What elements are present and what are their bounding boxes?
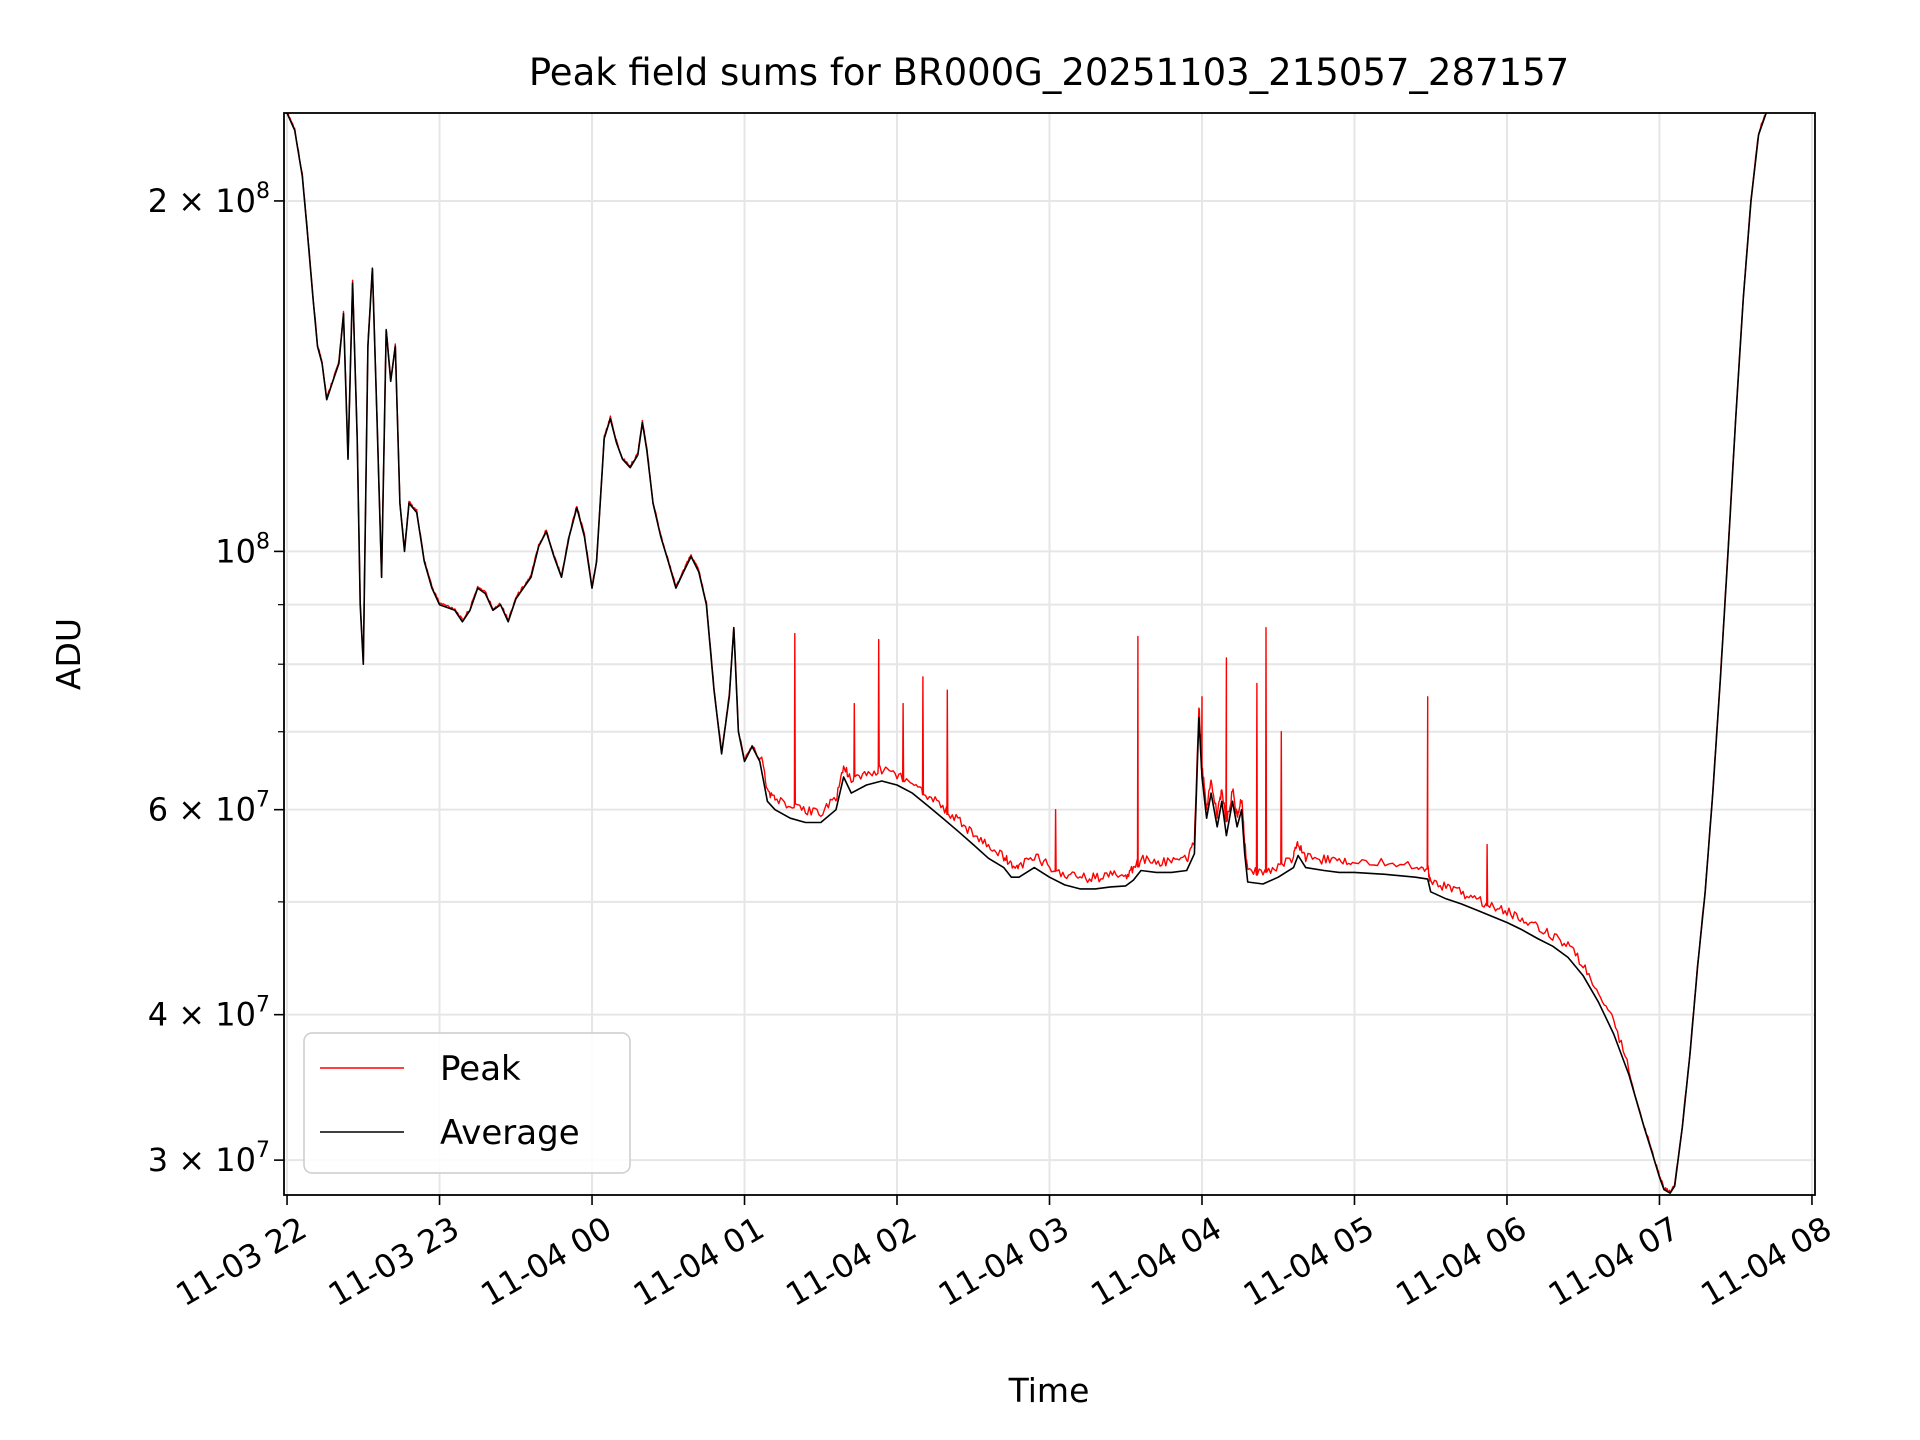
y-axis-ticks: 3 × 107 4 × 107 6 × 107 108 2 × 108 bbox=[148, 179, 284, 1179]
y-tick-label: 108 bbox=[215, 529, 270, 570]
data-series bbox=[286, 113, 1767, 1194]
grid-lines bbox=[284, 113, 1815, 1195]
legend-peak-label: Peak bbox=[440, 1049, 521, 1089]
x-axis-label: Time bbox=[1008, 1371, 1090, 1410]
chart-title: Peak field sums for BR000G_20251103_2150… bbox=[529, 51, 1569, 94]
legend: Peak Average bbox=[303, 1032, 631, 1174]
y-tick-label: 3 × 107 bbox=[148, 1138, 270, 1179]
y-tick-label: 4 × 107 bbox=[148, 993, 270, 1034]
average-series-line bbox=[286, 113, 1767, 1194]
y-tick-label: 2 × 108 bbox=[148, 179, 270, 220]
y-axis-label: ADU bbox=[49, 618, 88, 690]
y-tick-label: 6 × 107 bbox=[148, 788, 270, 829]
legend-average-label: Average bbox=[440, 1113, 580, 1153]
